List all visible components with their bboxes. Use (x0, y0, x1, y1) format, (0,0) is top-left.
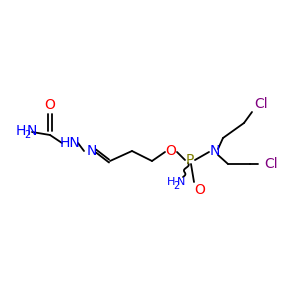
Text: Cl: Cl (264, 157, 278, 171)
Text: H: H (167, 177, 175, 187)
Text: O: O (195, 183, 206, 197)
Text: N: N (87, 144, 97, 158)
Text: N: N (177, 177, 185, 187)
Text: O: O (45, 98, 56, 112)
Text: Cl: Cl (254, 97, 268, 111)
Text: N: N (27, 124, 37, 138)
Text: N: N (210, 144, 220, 158)
Text: O: O (166, 144, 176, 158)
Text: P: P (186, 153, 194, 167)
Text: 2: 2 (173, 181, 179, 191)
Text: H: H (16, 124, 26, 138)
Text: 2: 2 (24, 130, 30, 140)
Text: HN: HN (60, 136, 80, 150)
